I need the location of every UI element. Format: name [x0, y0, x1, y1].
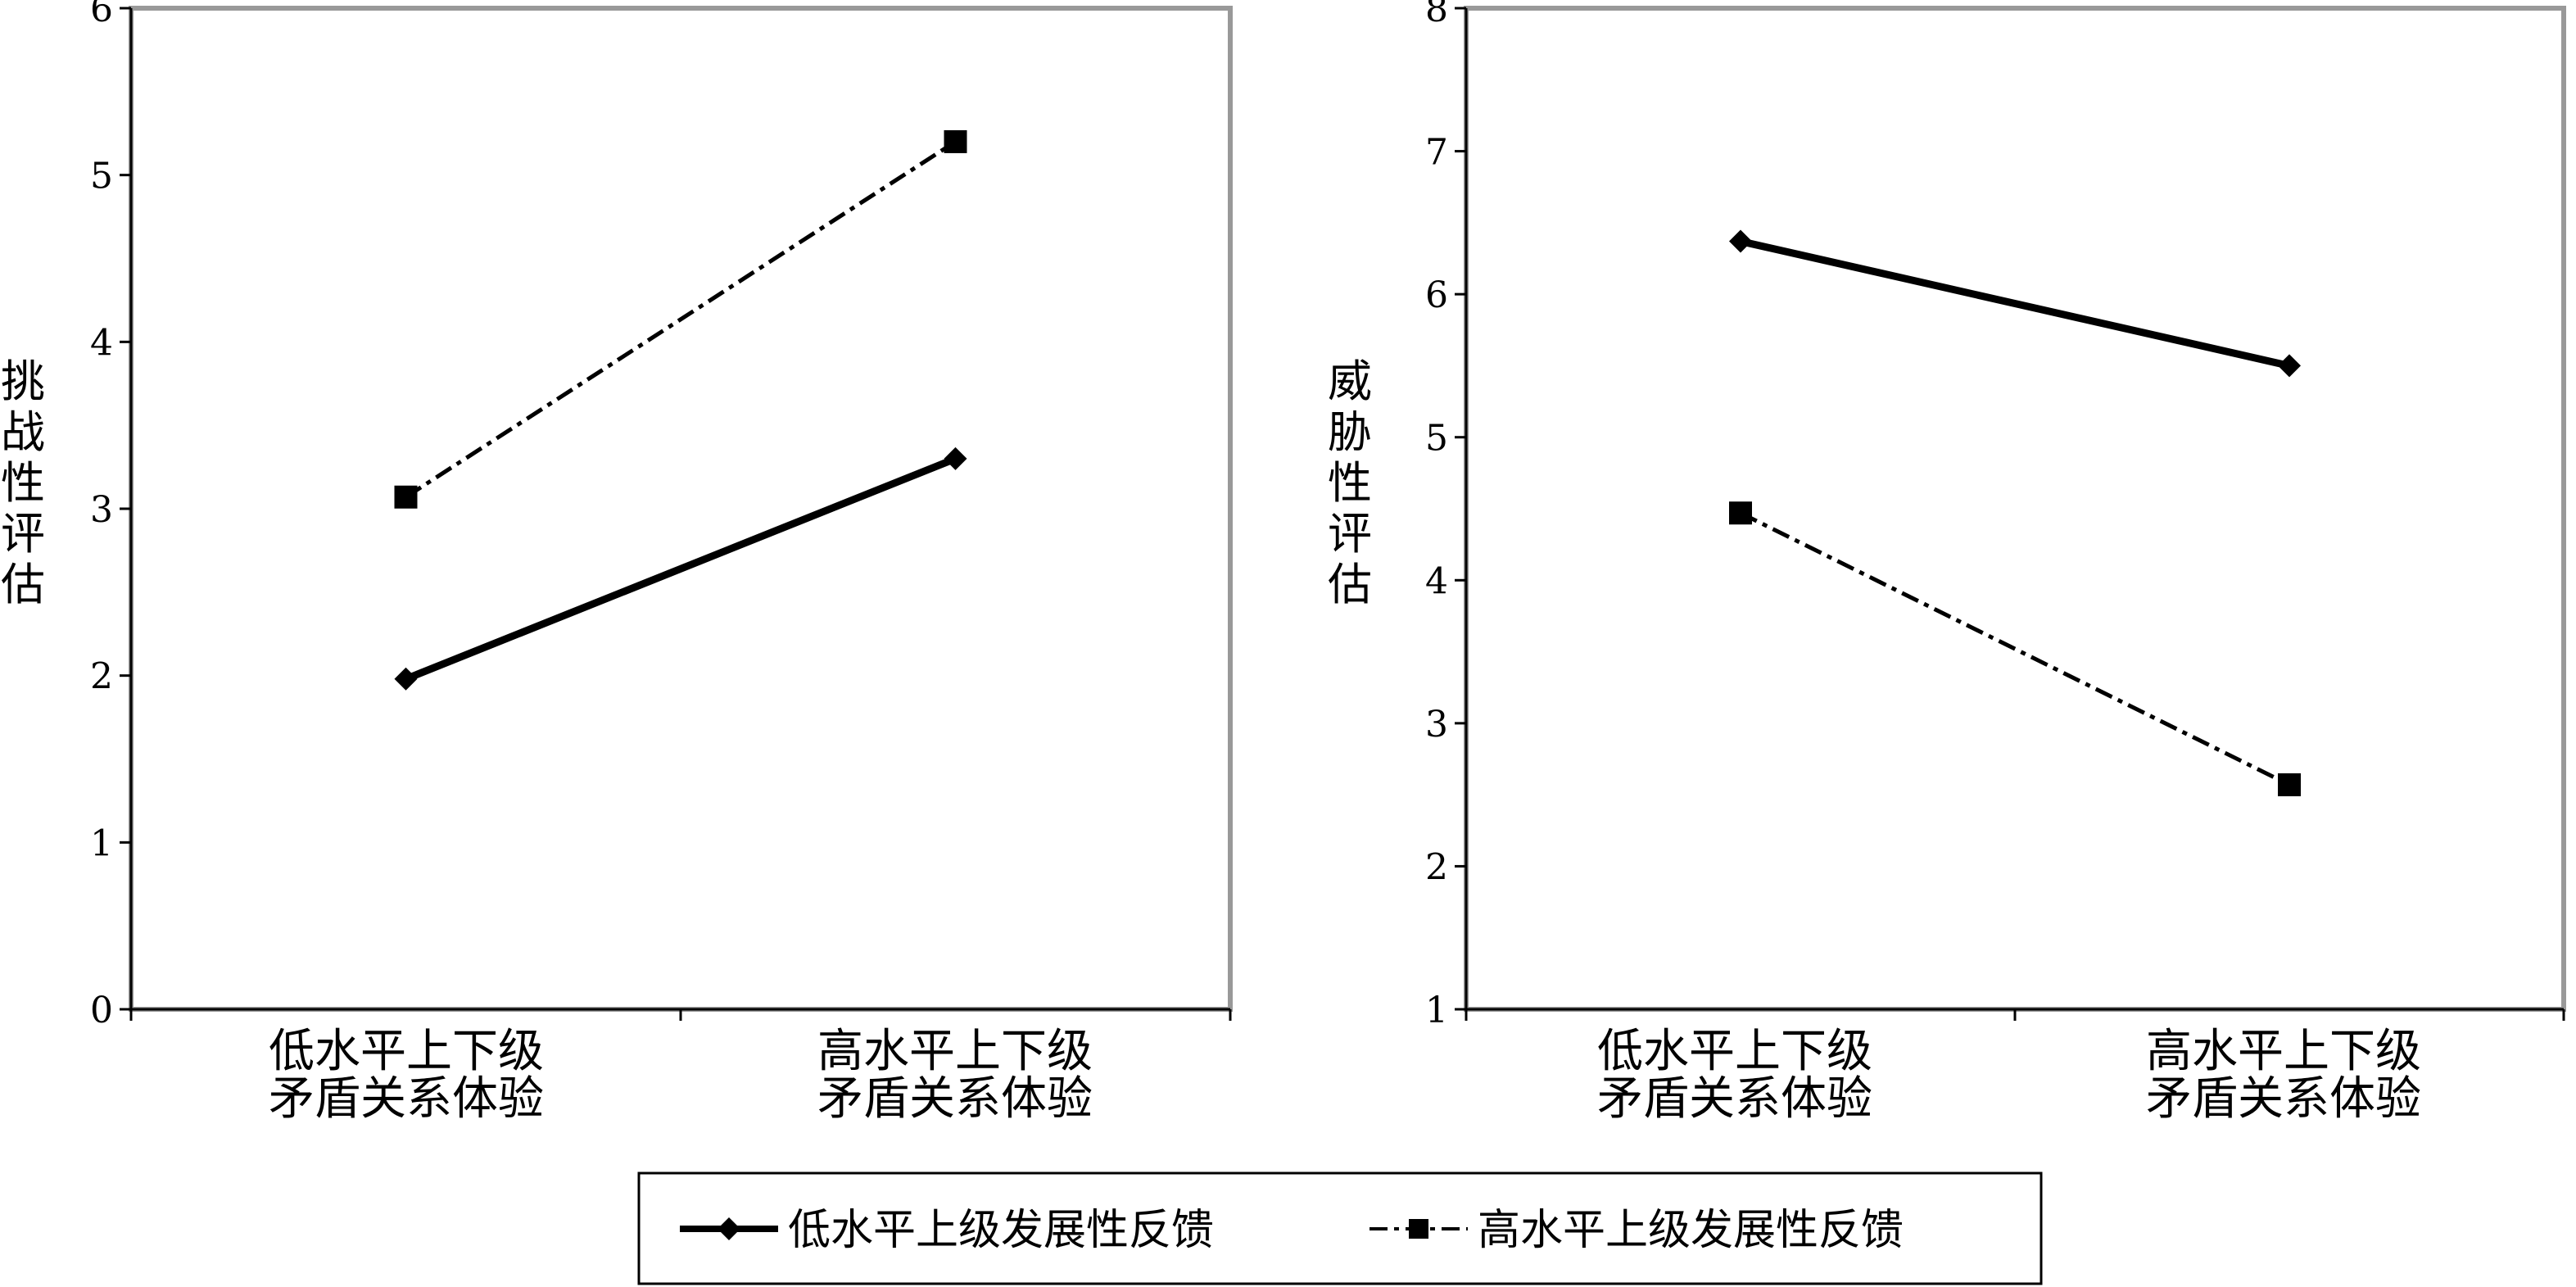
y-axis-title-char: 评: [1, 508, 45, 560]
legend: 低水平上级发展性反馈 高水平上级发展性反馈: [637, 1171, 2043, 1285]
legend-label-low-feedback: 低水平上级发展性反馈: [788, 1206, 1214, 1255]
y-axis-title-char: 估: [1328, 559, 1372, 610]
y-tick-label: 3: [90, 489, 113, 531]
plot-frame: [129, 6, 1233, 1012]
y-tick-label: 1: [1425, 990, 1448, 1031]
y-tick-label: 6: [1425, 274, 1448, 316]
y-tick-label: 7: [1425, 132, 1448, 174]
series-line-2: [1739, 510, 2291, 787]
legend-label-high-feedback: 高水平上级发展性反馈: [1478, 1206, 1904, 1255]
y-tick-label: 0: [90, 990, 113, 1031]
x-category-label: 矛盾关系体验: [1597, 1072, 1872, 1126]
data-point-square: [1729, 501, 1752, 525]
y-tick-label: 6: [90, 0, 113, 30]
legend-item-low-feedback: 低水平上级发展性反馈: [680, 1206, 1214, 1255]
x-category-label: 矛盾关系体验: [2146, 1072, 2421, 1126]
x-category-label: 矛盾关系体验: [269, 1072, 544, 1126]
y-axis-title-char: 威: [1328, 356, 1372, 407]
y-axis-title-char: 战: [1, 406, 45, 458]
y-tick-label: 8: [1425, 0, 1448, 30]
data-point-diamond: [2278, 354, 2301, 378]
series-line-1: [1740, 238, 2290, 369]
data-point-square: [394, 485, 418, 509]
x-category-label: 高水平上下级: [2146, 1025, 2421, 1078]
series-line-1: [404, 455, 958, 682]
y-axis-title-char: 估: [1, 559, 45, 610]
y-tick-label: 4: [90, 322, 113, 364]
legend-item-high-feedback: 高水平上级发展性反馈: [1369, 1206, 1904, 1255]
y-tick-label: 2: [90, 656, 113, 698]
x-category-label: 低水平上下级: [1597, 1025, 1872, 1078]
data-point-square: [2278, 773, 2301, 796]
series-line-2: [405, 139, 957, 499]
y-tick-label: 5: [90, 156, 113, 197]
y-tick-label: 1: [90, 823, 113, 864]
x-category-label: 低水平上下级: [269, 1025, 544, 1078]
y-tick-label: 2: [1425, 846, 1448, 888]
legend-square-marker: [1409, 1219, 1428, 1239]
y-axis-title-char: 挑: [1, 356, 45, 407]
x-category-label: 高水平上下级: [817, 1025, 1093, 1078]
legend-box: [637, 1171, 2043, 1285]
data-point-square: [944, 129, 967, 153]
plot-frame: [1464, 6, 2566, 1012]
y-axis-title-char: 性: [1328, 457, 1372, 509]
y-tick-label: 3: [1425, 704, 1448, 745]
data-point-diamond: [1729, 229, 1752, 253]
y-axis-title-char: 性: [1, 457, 45, 509]
data-point-diamond: [394, 667, 418, 691]
legend-diamond-marker: [718, 1217, 740, 1240]
y-axis-title-char: 胁: [1328, 406, 1372, 458]
x-category-label: 矛盾关系体验: [817, 1072, 1093, 1126]
data-point-diamond: [944, 446, 967, 470]
y-axis-title-char: 评: [1328, 508, 1372, 560]
y-tick-label: 5: [1425, 418, 1448, 460]
y-tick-label: 4: [1425, 560, 1448, 602]
